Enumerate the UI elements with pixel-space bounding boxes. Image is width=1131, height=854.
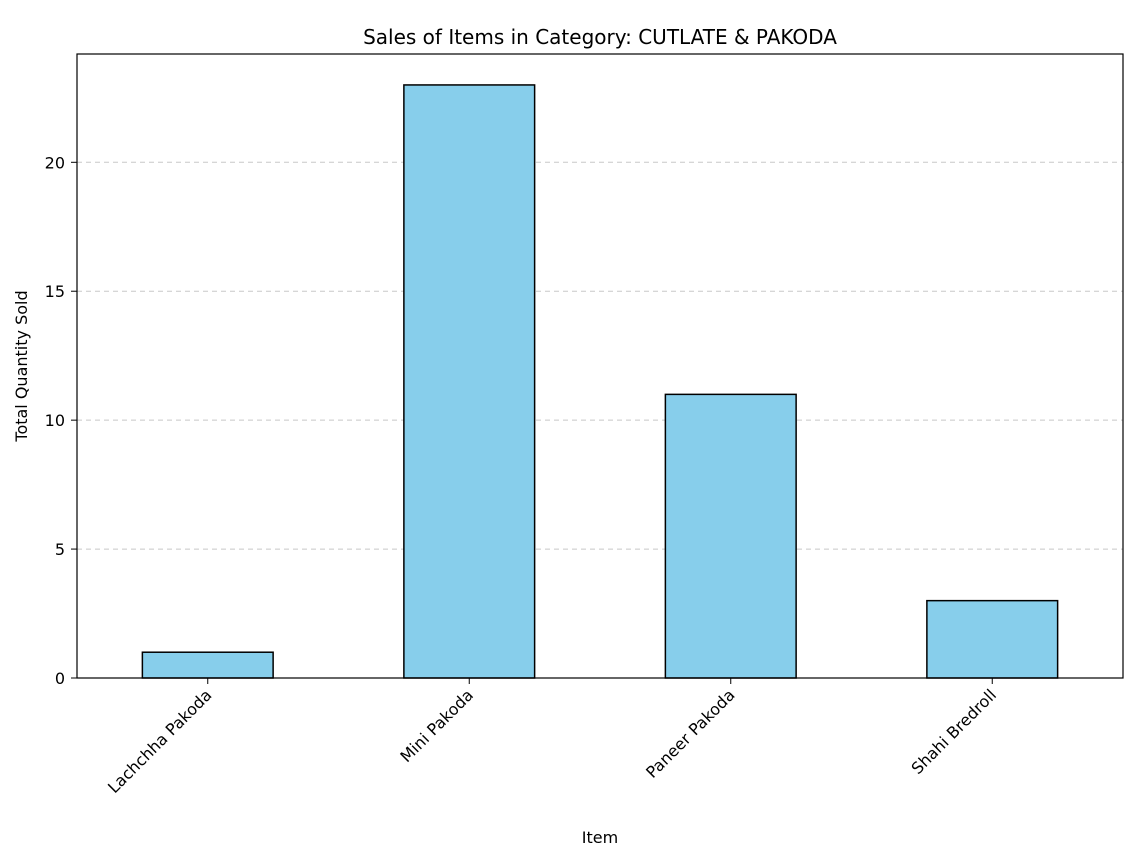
plot-area-frame [76, 53, 1124, 679]
bar-mini-pakoda [403, 84, 536, 679]
y-tick-label: 0 [55, 669, 65, 688]
y-axis: 0 5 10 15 20 [45, 153, 77, 688]
bars [141, 84, 1059, 679]
bar-lachchha-pakoda [141, 651, 274, 679]
grid-lines [77, 161, 1123, 550]
x-tick-label: Shahi Bredroll [908, 685, 1001, 778]
y-tick-label: 20 [45, 153, 65, 172]
y-axis-label: Total Quantity Sold [12, 290, 31, 442]
x-axis-label: Item [582, 828, 618, 847]
x-tick-label: Mini Pakoda [396, 685, 477, 766]
x-tick-label: Lachchha Pakoda [104, 685, 216, 797]
x-axis: Lachchha Pakoda Mini Pakoda Paneer Pakoda S… [104, 678, 1000, 797]
bar-paneer-pakoda [664, 393, 797, 679]
bar-shahi-bredroll [926, 599, 1059, 679]
x-tick-label: Paneer Pakoda [642, 685, 738, 781]
chart-title: Sales of Items in Category: CUTLATE & PA… [363, 25, 837, 49]
y-tick-label: 5 [55, 540, 65, 559]
y-tick-label: 10 [45, 411, 65, 430]
y-tick-label: 15 [45, 282, 65, 301]
